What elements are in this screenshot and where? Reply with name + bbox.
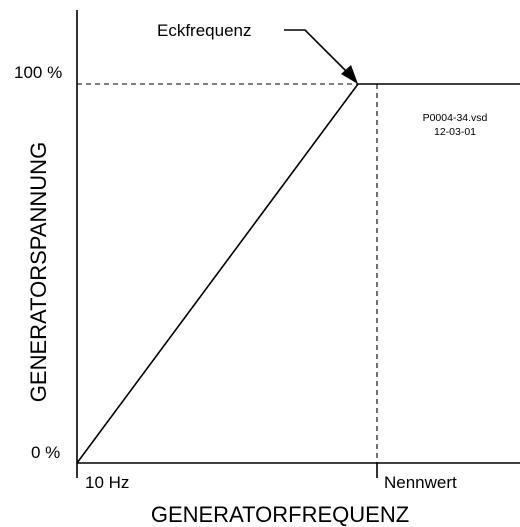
corner-label: Eckfrequenz	[157, 21, 252, 40]
file-date: 12-03-01	[434, 126, 476, 138]
x-rated-label: Nennwert	[384, 473, 457, 492]
callout-line	[284, 29, 351, 76]
y-top-label: 100 %	[14, 63, 62, 82]
x-axis-label: GENERATORFREQUENZ	[151, 502, 409, 527]
y-axis-label: GENERATORSPANNUNG	[26, 142, 51, 402]
vf-curve	[76, 83, 520, 464]
y-bottom-label: 0 %	[31, 443, 60, 462]
callout-arrowhead	[341, 65, 358, 84]
file-name: P0004-34.vsd	[423, 112, 488, 124]
x-start-label: 10 Hz	[85, 473, 129, 492]
